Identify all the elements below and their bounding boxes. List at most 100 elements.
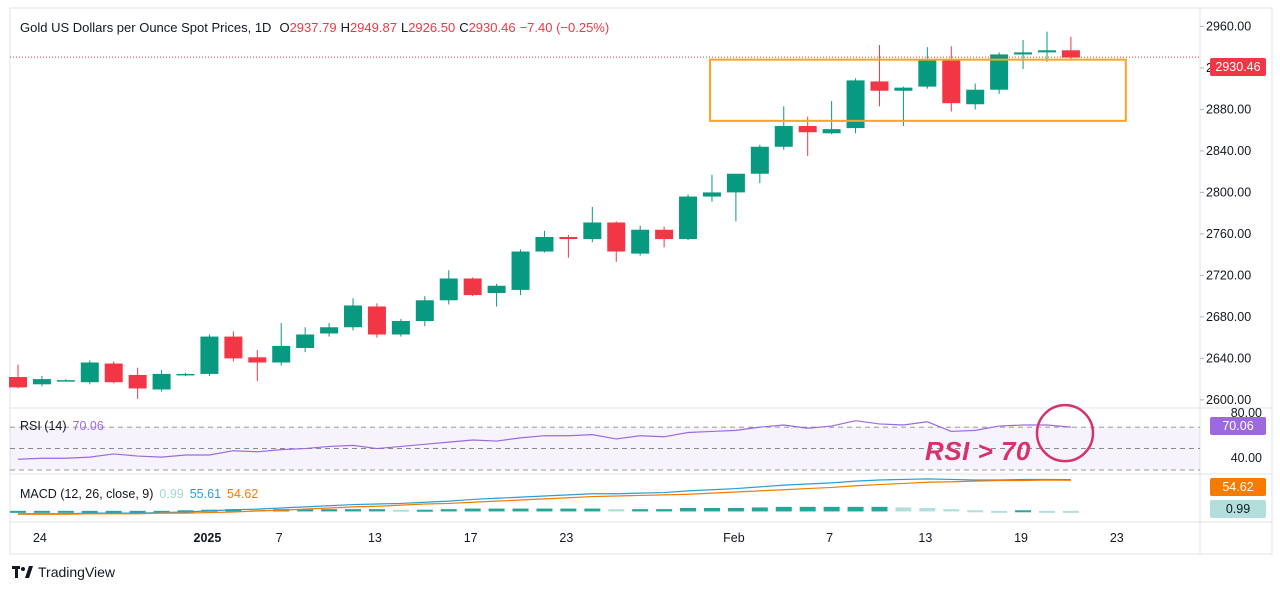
candle-body <box>415 300 434 322</box>
candle-body <box>822 129 841 134</box>
rsi-label: RSI (14) <box>20 419 67 433</box>
candle-body <box>655 229 674 240</box>
macd-histogram-bar <box>1062 510 1079 513</box>
candle-body <box>391 321 410 335</box>
macd-histogram-bar <box>727 508 744 512</box>
candle-body <box>918 59 937 87</box>
macd-histogram-bar <box>1015 510 1032 513</box>
macd-histogram-bar <box>10 510 26 513</box>
macd-histogram-bar <box>847 506 864 512</box>
candle-body <box>176 373 195 376</box>
macd-histogram-bar <box>464 508 481 512</box>
x-tick-label: 13 <box>368 531 382 545</box>
candle-body <box>80 362 99 383</box>
macd-histogram-bar <box>608 509 625 512</box>
x-tick-label: 7 <box>276 531 283 545</box>
signal-series-line <box>18 479 1071 515</box>
rsi-axis-bottom: 40.00 <box>1230 451 1262 465</box>
macd-histogram-bar <box>560 508 577 512</box>
macd-histogram-bar <box>680 508 697 512</box>
macd-series-line <box>18 478 1071 515</box>
candle-body <box>439 278 458 301</box>
symbol-title: Gold US Dollars per Ounce Spot Prices, 1… <box>20 20 272 35</box>
x-tick-label: Feb <box>723 531 745 545</box>
chart-frame <box>9 7 1273 555</box>
last-price-label: 2930.46 <box>1210 58 1266 76</box>
brand-text: TradingView <box>38 564 116 580</box>
candle-body <box>942 59 961 104</box>
macd-histogram-bar <box>321 509 338 512</box>
high-key: H <box>340 20 350 35</box>
candle-body <box>870 81 889 91</box>
candle-body <box>104 363 123 383</box>
tradingview-logo-icon <box>12 566 33 578</box>
candle-body <box>798 126 817 133</box>
candle-body <box>32 379 51 385</box>
panel-borders <box>9 7 1273 555</box>
candle-body <box>774 126 793 147</box>
x-tick-label: 13 <box>918 531 932 545</box>
tradingview-brand[interactable]: TradingView <box>12 564 115 580</box>
consolidation-box <box>708 58 1127 122</box>
rsi-series-line <box>17 420 1071 460</box>
candle-body <box>750 146 769 174</box>
macd-histogram-bar <box>967 510 984 513</box>
candle-body <box>9 377 27 388</box>
candle-body <box>894 87 913 91</box>
rsi-annotation: RSI > 70 <box>925 436 1031 466</box>
candle-body <box>631 229 650 254</box>
open-key: O <box>279 20 290 35</box>
macd-line-value: 55.61 <box>189 487 222 501</box>
x-tick-label: 23 <box>559 531 573 545</box>
macd-hist-label: 0.99 <box>1210 500 1266 518</box>
y-axis-ticks: 2960.002920.002880.002840.002800.002760.… <box>1200 19 1251 407</box>
candle-body <box>726 173 745 193</box>
candle-body <box>224 336 243 359</box>
macd-histogram-bar <box>632 509 649 512</box>
macd-signal-value: 54.62 <box>227 487 259 501</box>
macd-histogram-bar <box>512 508 529 512</box>
overlays-group <box>10 56 1200 463</box>
x-tick-label: 7 <box>826 531 833 545</box>
candle-body <box>56 380 75 382</box>
candle-body <box>966 89 985 105</box>
macd-histogram-bar <box>297 509 314 512</box>
macd-histogram-bar <box>153 510 170 513</box>
candle-body <box>1037 50 1056 53</box>
macd-histogram-bar <box>656 509 673 512</box>
macd-histogram-bar <box>1038 510 1055 513</box>
macd-histogram-bar <box>416 509 433 512</box>
macd-histogram-bar <box>799 506 816 512</box>
rsi-legend: RSI (14) 70.06 <box>20 419 104 433</box>
x-tick-label: 23 <box>1110 531 1124 545</box>
macd-histogram-bar <box>392 509 409 512</box>
macd-group <box>10 478 1079 515</box>
candle-body <box>1014 52 1033 55</box>
macd-legend: MACD (12, 26, close, 9) 0.99 55.61 54.62 <box>20 487 258 501</box>
y-tick-label: 2720.00 <box>1206 268 1251 282</box>
y-tick-label: 2680.00 <box>1206 310 1251 324</box>
rsi-highlight-circle <box>1035 403 1095 463</box>
rsi-axis-top: 80.00 <box>1230 406 1262 420</box>
rsi-value-label: 70.06 <box>1210 417 1266 435</box>
macd-histogram-bar <box>105 510 122 513</box>
y-tick-label: 2960.00 <box>1206 19 1251 33</box>
candles-group <box>9 31 1080 399</box>
candle-body <box>248 357 267 363</box>
candle-body <box>535 237 554 252</box>
low-key: L <box>400 20 409 35</box>
close-value: 2930.46 <box>468 20 516 35</box>
macd-histogram-bar <box>488 508 505 512</box>
candle-body <box>1061 50 1080 58</box>
chart-header: Gold US Dollars per Ounce Spot Prices, 1… <box>20 20 609 35</box>
candle-body <box>487 285 506 294</box>
y-tick-label: 2600.00 <box>1206 393 1251 407</box>
candle-body <box>679 196 698 240</box>
candle-body <box>702 192 721 197</box>
macd-histogram-bar <box>368 509 385 512</box>
y-tick-label: 2640.00 <box>1206 351 1251 365</box>
y-tick-label: 2760.00 <box>1206 227 1251 241</box>
candle-body <box>990 54 1009 90</box>
candle-body <box>511 251 530 290</box>
